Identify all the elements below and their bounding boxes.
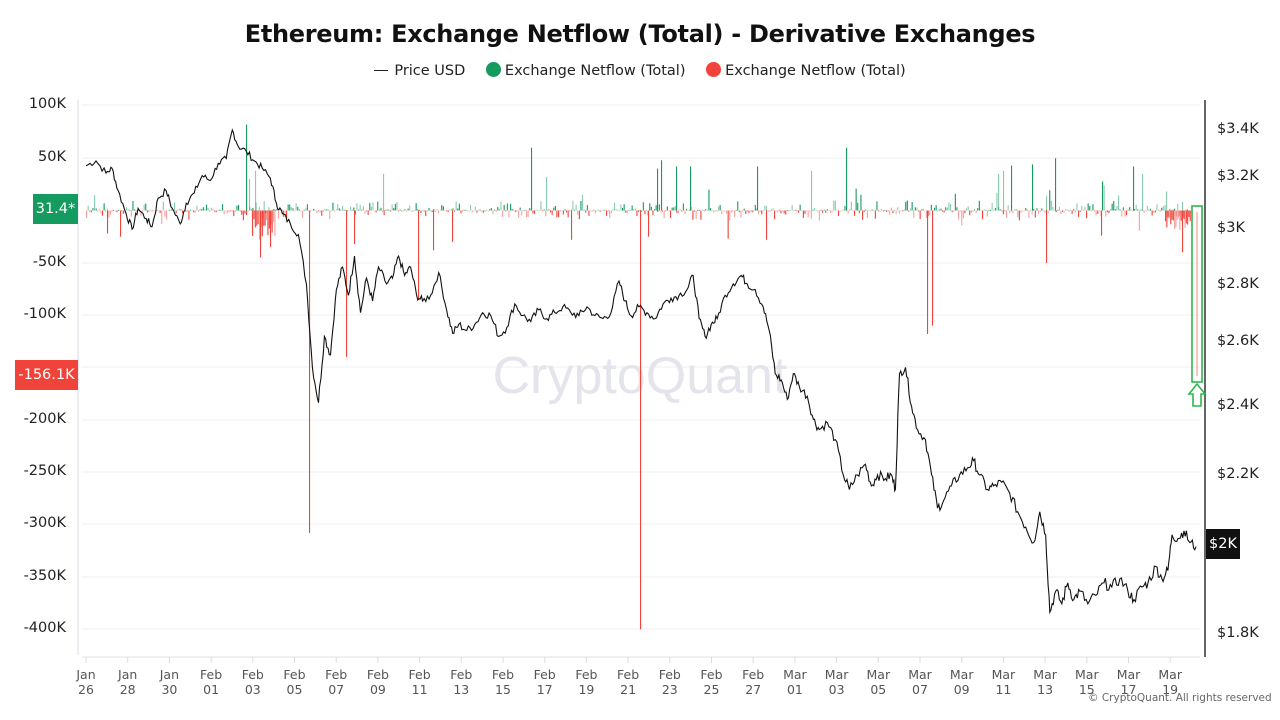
- x-axis-tick-label: Feb 25: [700, 667, 723, 697]
- netflow-bars: [86, 124, 1191, 630]
- legend: Price USD Exchange Netflow (Total) Excha…: [0, 62, 1280, 79]
- highlight-annotation: [1187, 205, 1207, 407]
- x-axis-tick-label: Mar 09: [949, 667, 974, 697]
- x-axis-tick-label: Mar 19: [1158, 667, 1182, 697]
- copyright: © CryptoQuant. All rights reserved: [1088, 692, 1272, 704]
- legend-label: Exchange Netflow (Total): [504, 63, 686, 79]
- x-axis-tick-label: Feb 01: [200, 667, 223, 697]
- y-left-tick: -200K: [23, 411, 66, 427]
- current-price-badge: $2K: [1206, 529, 1240, 559]
- x-axis-ticks: [85, 657, 1171, 663]
- current-inflow-badge: 31.4*: [33, 194, 78, 224]
- arrow-up-icon: [1187, 382, 1207, 407]
- x-axis-tick-label: Feb 21: [617, 667, 640, 697]
- x-axis-tick-label: Mar 15: [1075, 667, 1099, 697]
- line-icon: [374, 69, 389, 71]
- y-right-tick: $2.8K: [1217, 276, 1259, 292]
- x-axis-tick-label: Feb 17: [533, 667, 556, 697]
- x-axis-tick-label: Feb 07: [325, 667, 348, 697]
- legend-item-inflow[interactable]: Exchange Netflow (Total): [485, 62, 686, 79]
- legend-label: Price USD: [394, 62, 466, 79]
- x-axis-tick-label: Feb 15: [491, 667, 515, 697]
- x-axis-tick-label: Mar 17: [1116, 667, 1141, 697]
- x-axis-tick-label: Feb 09: [366, 667, 389, 697]
- y-right-tick: $1.8K: [1217, 625, 1259, 641]
- x-axis-tick-label: Feb 19: [575, 667, 598, 697]
- y-left-tick: -100K: [23, 306, 66, 322]
- x-axis-tick-label: Feb 27: [742, 667, 765, 697]
- green-dot-icon: [485, 62, 501, 77]
- y-left-tick: 100K: [28, 96, 66, 112]
- x-axis-tick-label: Feb 05: [283, 667, 306, 697]
- x-axis-tick-label: Mar 03: [824, 667, 849, 697]
- y-right-tick: $3.4K: [1217, 121, 1259, 137]
- y-right-tick: $2.2K: [1217, 466, 1259, 482]
- y-left-tick: -300K: [23, 515, 66, 531]
- x-axis-tick-label: Feb 11: [408, 667, 431, 697]
- y-left-tick: 50K: [38, 149, 66, 165]
- price-line: [85, 128, 1197, 615]
- x-axis-tick-label: Jan 30: [159, 667, 180, 697]
- legend-label: Exchange Netflow (Total): [725, 63, 906, 79]
- y-right-tick: $2.6K: [1217, 333, 1259, 349]
- x-axis-tick-label: Mar 01: [783, 667, 807, 697]
- legend-item-price[interactable]: Price USD: [374, 63, 465, 79]
- y-left-tick: -400K: [23, 620, 66, 636]
- x-axis-tick-label: Feb 13: [450, 667, 473, 697]
- x-axis-tick-label: Mar 11: [991, 667, 1016, 697]
- x-axis-tick-label: Mar 13: [1033, 667, 1057, 697]
- y-left-tick: -250K: [23, 463, 66, 479]
- chart-title: Ethereum: Exchange Netflow (Total) - Der…: [244, 20, 1036, 48]
- x-axis-tick-label: Mar 07: [908, 667, 932, 697]
- y-right-tick: $3K: [1217, 220, 1245, 236]
- current-outflow-badge: -156.1K: [15, 360, 78, 390]
- x-axis-tick-label: Jan 26: [76, 667, 96, 697]
- y-right-tick: $3.2K: [1217, 168, 1259, 184]
- x-axis-tick-label: Mar 05: [866, 667, 891, 697]
- x-axis-tick-label: Feb 03: [241, 667, 264, 697]
- x-axis-tick-label: Jan 28: [118, 667, 138, 697]
- red-dot-icon: [706, 62, 722, 77]
- x-axis-tick-label: Feb 23: [658, 667, 681, 697]
- y-left-tick: -50K: [32, 254, 66, 270]
- legend-item-outflow[interactable]: Exchange Netflow (Total): [706, 62, 906, 79]
- y-right-tick: $2.4K: [1217, 397, 1259, 413]
- y-left-tick: -350K: [23, 568, 66, 584]
